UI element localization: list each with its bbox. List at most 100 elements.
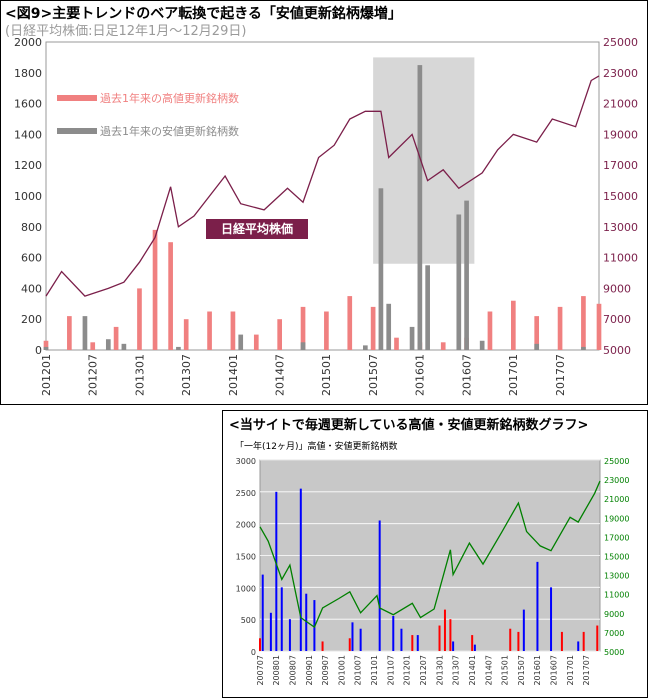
- y-tick-label: 2500: [236, 489, 256, 498]
- y2-tick-label: 21000: [604, 495, 629, 504]
- x-tick-label: 201307: [452, 655, 461, 686]
- plot-area: [45, 41, 600, 351]
- bar: [363, 345, 368, 350]
- y-tick-label: 200: [21, 313, 42, 326]
- y2-tick-label: 25000: [604, 457, 629, 466]
- y2-tick-label: 11000: [604, 591, 629, 600]
- bar: [238, 334, 244, 350]
- bar: [137, 288, 142, 350]
- bar: [416, 635, 419, 651]
- bar: [105, 339, 111, 350]
- x-tick-label: 200907: [321, 655, 330, 686]
- x-tick-label: 201207: [419, 655, 428, 686]
- bar: [152, 229, 158, 350]
- bar: [557, 306, 563, 350]
- bar: [449, 619, 452, 651]
- bar: [370, 306, 376, 350]
- bar: [473, 644, 476, 651]
- bar: [67, 316, 72, 350]
- bar: [253, 334, 259, 350]
- y-tick-label: 0: [251, 648, 256, 657]
- bar: [464, 200, 469, 350]
- bar: [438, 625, 441, 651]
- bar: [400, 628, 403, 651]
- x-tick-label: 201701: [566, 655, 575, 686]
- y2-tick-label: 15000: [603, 190, 638, 203]
- bar: [479, 340, 485, 350]
- legend-label: 過去1年来の高値更新銘柄数: [100, 91, 239, 105]
- bar: [378, 188, 384, 350]
- y-tick-label: 1200: [14, 159, 42, 172]
- bar: [275, 491, 278, 651]
- y2-tick-label: 9000: [603, 282, 631, 295]
- bar: [443, 609, 446, 651]
- main-figure-panel: <図9>主要トレンドのベア転換で起きる「安値更新銘柄爆増」 (日経平均株価:日足…: [0, 0, 648, 405]
- bar: [510, 300, 516, 350]
- bar: [581, 346, 586, 350]
- x-tick-label: 201601: [414, 354, 427, 396]
- bar: [321, 641, 324, 651]
- nikkei-line: [45, 75, 600, 297]
- bar: [534, 343, 540, 350]
- x-tick-label: 201507: [517, 655, 526, 686]
- bar: [582, 631, 585, 651]
- bar: [183, 319, 189, 350]
- y2-tick-label: 13000: [604, 572, 629, 581]
- bar: [269, 612, 272, 651]
- bar: [299, 488, 302, 651]
- bar: [230, 311, 236, 350]
- y-tick-label: 2000: [14, 36, 42, 49]
- y-tick-label: 0: [35, 344, 42, 357]
- bar: [300, 306, 306, 350]
- x-tick-label: 201501: [320, 354, 333, 396]
- figure-title: <図9>主要トレンドのベア転換で起きる「安値更新銘柄爆増」: [5, 6, 402, 22]
- x-tick-label: 200801: [272, 655, 281, 686]
- x-tick-label: 201107: [386, 655, 395, 686]
- x-tick-label: 201001: [337, 655, 346, 686]
- x-tick-label: 201707: [582, 655, 591, 686]
- chart-highs-lows-nikkei: 0 200 400 600 800 1000 1200 1400 1600 1800 2000 500…: [14, 36, 638, 396]
- x-tick-label: 201101: [370, 655, 379, 686]
- y2-tick-label: 23000: [603, 67, 638, 80]
- x-tick-label: 200707: [256, 655, 265, 686]
- bar: [207, 311, 212, 350]
- y2-tick-label: 5000: [604, 648, 624, 657]
- y-tick-label: 3000: [236, 457, 256, 466]
- chart-weekly-highs-lows: 「一年(12ヶ月)」高値・安値更新銘柄数 0 500 1000 1500 2000 2500…: [235, 440, 629, 686]
- bar: [596, 303, 602, 350]
- x-tick-label: 201601: [533, 655, 542, 686]
- y2-tick-label: 21000: [603, 98, 638, 111]
- legend-label: 過去1年来の安値更新銘柄数: [100, 124, 239, 138]
- x-tick-label: 201607: [550, 655, 559, 686]
- bar: [176, 346, 181, 350]
- x-tick-label: 201401: [227, 354, 240, 396]
- bar: [440, 342, 446, 350]
- bar: [536, 561, 539, 651]
- y-tick-label: 1800: [14, 67, 42, 80]
- y2-tick-label: 19000: [604, 514, 629, 523]
- annotation-nikkei-label: 日経平均株価: [221, 221, 293, 236]
- y-tick-label: 2000: [236, 521, 256, 530]
- y2-tick-label: 17000: [604, 533, 629, 542]
- bar: [452, 641, 455, 651]
- x-tick-label: 201007: [354, 655, 363, 686]
- x-tick-label: 201207: [87, 354, 100, 396]
- bar: [581, 296, 586, 350]
- x-tick-label: 201301: [435, 655, 444, 686]
- nikkei-line: [259, 480, 601, 629]
- x-tick-label: 201407: [484, 655, 493, 686]
- bar: [259, 638, 261, 651]
- bar: [386, 303, 392, 350]
- bar: [417, 65, 423, 350]
- bar: [300, 342, 306, 350]
- y-tick-label: 1400: [14, 128, 42, 141]
- x-tick-label: 201507: [367, 354, 380, 396]
- y-tick-label: 500: [241, 616, 256, 625]
- y2-tick-label: 13000: [603, 221, 638, 234]
- bar: [471, 635, 474, 651]
- bar: [359, 628, 362, 651]
- bar: [43, 340, 49, 350]
- x-tick-label: 201401: [468, 655, 477, 686]
- x-tick-label: 201407: [274, 354, 287, 396]
- y2-tick-label: 17000: [603, 159, 638, 172]
